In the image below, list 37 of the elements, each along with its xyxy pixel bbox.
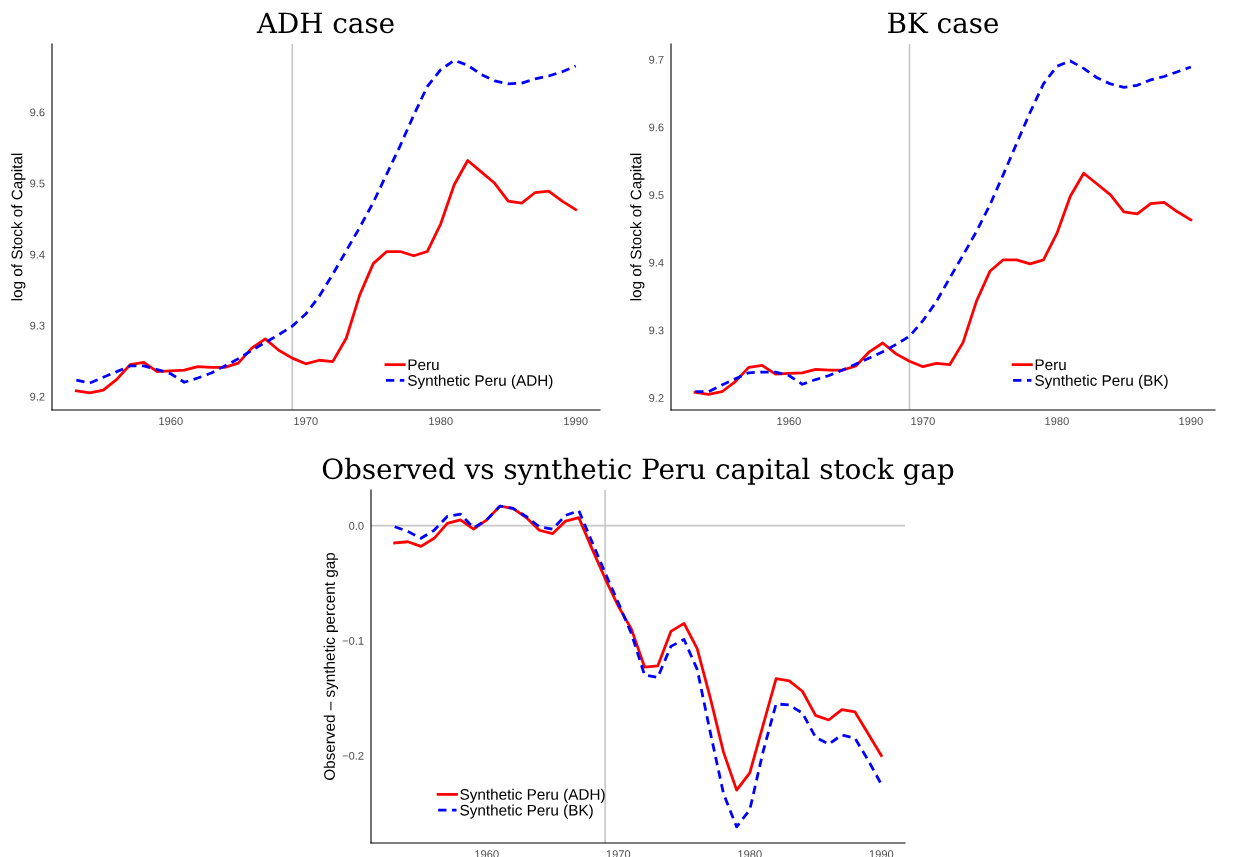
x-tick-label: 1970 xyxy=(294,417,318,426)
y-tick-label: 9.4 xyxy=(649,258,664,267)
y-tick-label: 9.5 xyxy=(30,179,45,188)
y-axis-title: log of Stock of Capital xyxy=(630,153,645,301)
legend-label: Peru xyxy=(1035,359,1066,371)
y-tick-label: −0.1 xyxy=(342,636,364,645)
chart-title: ADH case xyxy=(256,12,394,34)
y-axis-title: Observed – synthetic percent gap xyxy=(323,552,338,780)
line-series xyxy=(693,171,1193,396)
y-tick-label: 9.2 xyxy=(649,394,664,402)
y-tick-label: 9.6 xyxy=(30,108,45,117)
chart-title: Observed vs synthetic Peru capital stock gap xyxy=(322,457,954,486)
line-series xyxy=(693,59,1193,394)
y-tick-label: 9.6 xyxy=(649,123,664,132)
chart-title: BK case xyxy=(888,12,999,34)
legend-label: Synthetic Peru (ADH) xyxy=(460,788,605,803)
y-tick-label: 9.5 xyxy=(649,191,664,199)
y-tick-label: 9.3 xyxy=(649,326,664,335)
x-tick-label: 1960 xyxy=(777,417,801,426)
y-tick-label: −0.2 xyxy=(342,751,364,760)
x-tick-label: 1990 xyxy=(564,417,588,426)
legend-label: Synthetic Peru (BK) xyxy=(1035,374,1168,389)
y-tick-label: 0.0 xyxy=(349,521,364,530)
x-tick-label: 1970 xyxy=(911,417,935,426)
y-tick-label: 9.4 xyxy=(30,250,45,259)
y-tick-label: 9.7 xyxy=(649,55,664,64)
line-series xyxy=(74,159,578,395)
x-tick-label: 1980 xyxy=(429,417,453,426)
y-tick-label: 9.2 xyxy=(30,392,45,401)
legend-label: Synthetic Peru (ADH) xyxy=(408,374,553,389)
x-tick-label: 1980 xyxy=(1045,417,1069,426)
y-tick-label: 9.3 xyxy=(30,321,45,330)
legend-label: Peru xyxy=(408,359,439,371)
legend-label: Synthetic Peru (BK) xyxy=(460,804,593,819)
x-tick-label: 1990 xyxy=(1179,417,1203,426)
y-axis-title: log of Stock of Capital xyxy=(11,153,26,301)
x-tick-label: 1960 xyxy=(159,417,183,426)
